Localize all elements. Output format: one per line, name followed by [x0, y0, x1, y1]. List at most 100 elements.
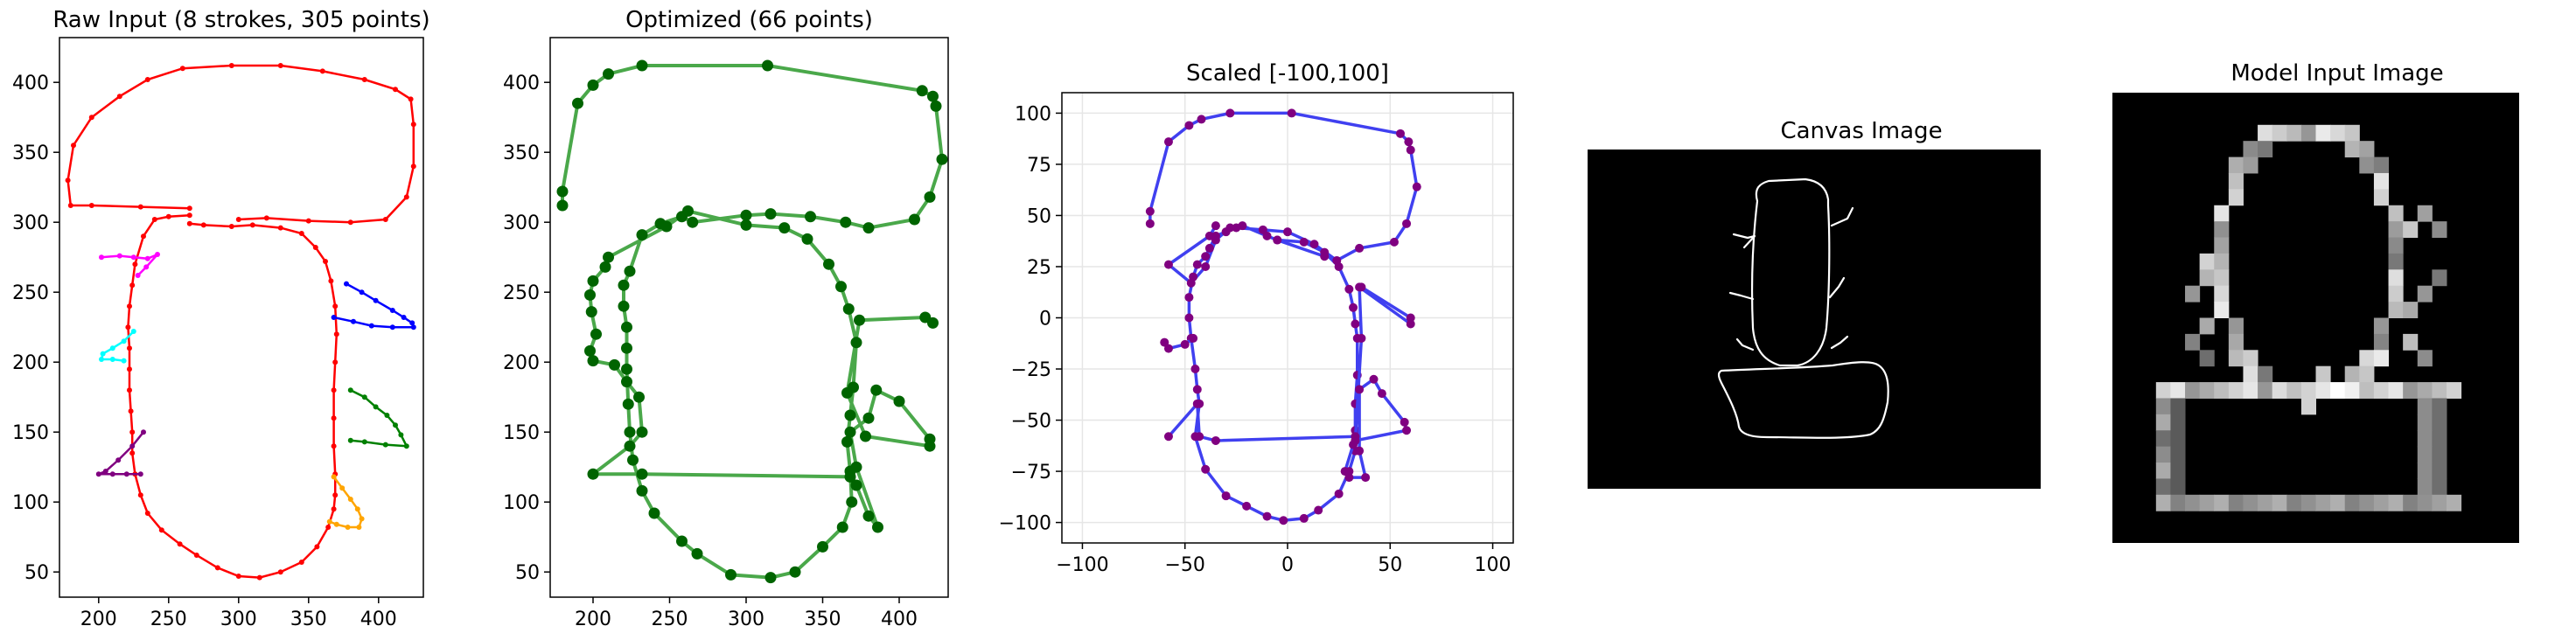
canvas-stroke-pot [1717, 361, 1889, 439]
raw-point [141, 429, 146, 435]
optimized-point [609, 358, 620, 371]
optimized-point [691, 547, 703, 560]
raw-point [398, 432, 404, 438]
scaled-point [1361, 473, 1371, 483]
optimized-point [621, 342, 632, 354]
canvas-stroke-spike-4 [1830, 206, 1854, 227]
raw-point [354, 506, 360, 512]
raw-point [179, 66, 185, 72]
scaled-point [1344, 473, 1354, 483]
x-tick-label: 50 [1378, 554, 1402, 576]
optimized-point [556, 185, 569, 198]
raw-point [356, 525, 362, 530]
raw-point [277, 225, 283, 231]
scaled-point [1402, 219, 1412, 228]
model-pixel [2170, 463, 2186, 479]
x-tick-label: 400 [360, 609, 397, 630]
scaled-point [1406, 145, 1415, 155]
model-pixel [2170, 494, 2186, 511]
model-pixel [2272, 494, 2287, 511]
optimized-point [585, 306, 597, 318]
raw-point [127, 366, 132, 372]
model-pixel [2170, 382, 2186, 399]
raw-point [88, 115, 94, 121]
model-pixel [2228, 157, 2244, 174]
scaled-point [1334, 261, 1344, 271]
model-pixel [2330, 382, 2346, 399]
model-pixel [2388, 253, 2404, 270]
model-pixel [2170, 398, 2186, 415]
raw-point [368, 323, 374, 329]
scaled-point [1184, 293, 1194, 303]
raw-point [109, 345, 115, 351]
x-tick-label: 250 [652, 609, 688, 630]
raw-point [127, 303, 132, 310]
raw-point [373, 297, 379, 303]
optimized-point [801, 233, 813, 245]
optimized-point [740, 219, 752, 231]
model-pixel [2359, 365, 2375, 383]
raw-point [331, 315, 337, 320]
optimized-point [636, 59, 648, 72]
model-pixel [2155, 446, 2171, 463]
canvas-stroke-spike-5 [1828, 276, 1846, 299]
optimized-point [621, 376, 632, 388]
optimized-point [927, 90, 939, 102]
optimized-point [872, 521, 883, 533]
raw-point [403, 443, 409, 449]
model-pixel [2286, 494, 2302, 511]
optimized-point [587, 79, 599, 91]
scaled-point [1400, 417, 1409, 427]
raw-point [186, 212, 192, 219]
canvas-stroke-body [1750, 177, 1831, 367]
raw-point [129, 282, 136, 289]
model-pixel [2170, 414, 2186, 431]
scaled-point [1221, 491, 1231, 501]
optimized-point [846, 496, 858, 508]
model-pixel [2388, 237, 2404, 254]
raw-point [116, 94, 122, 100]
y-tick-label: 50 [515, 562, 540, 584]
scaled-point [1258, 225, 1267, 234]
y-tick-label: 350 [503, 143, 540, 164]
optimized-point [835, 281, 847, 293]
model-pixel [2403, 494, 2419, 511]
optimized-point [778, 222, 791, 234]
scaled-point [1163, 432, 1173, 442]
scaled-point [1357, 282, 1366, 292]
canvas-image-title: Canvas Image [1780, 118, 1942, 144]
optimized-point [916, 85, 928, 97]
model-pixel [2258, 382, 2273, 399]
model-pixel [2359, 350, 2375, 367]
raw-point [99, 254, 104, 261]
raw-point [332, 492, 339, 498]
model-pixel [2185, 285, 2201, 303]
model-pixel [2228, 494, 2244, 511]
model-pixel [2214, 382, 2230, 399]
raw-point [144, 77, 150, 82]
model-pixel [2388, 382, 2404, 399]
scaled-point [1186, 278, 1196, 288]
optimized-point [789, 566, 801, 578]
y-tick-label: 350 [12, 143, 49, 164]
model-pixel [2243, 157, 2258, 174]
scaled-point [1396, 129, 1405, 138]
raw-point [403, 194, 409, 200]
model-pixel [2258, 141, 2273, 158]
raw-point [102, 469, 108, 474]
raw-point [325, 525, 332, 530]
model-input-pixels [2155, 124, 2462, 511]
scaled-point [1355, 385, 1365, 394]
raw-point [109, 357, 115, 362]
raw-point [141, 233, 146, 240]
x-tick-label: 350 [290, 609, 327, 630]
model-pixel [2432, 478, 2447, 496]
model-pixel [2214, 221, 2230, 239]
optimized-point [627, 454, 639, 466]
model-pixel [2185, 382, 2201, 399]
model-pixel [2214, 205, 2230, 222]
model-pixel [2315, 382, 2331, 399]
model-pixel [2155, 494, 2171, 511]
model-pixel [2344, 141, 2360, 158]
model-pixel [2315, 365, 2331, 383]
